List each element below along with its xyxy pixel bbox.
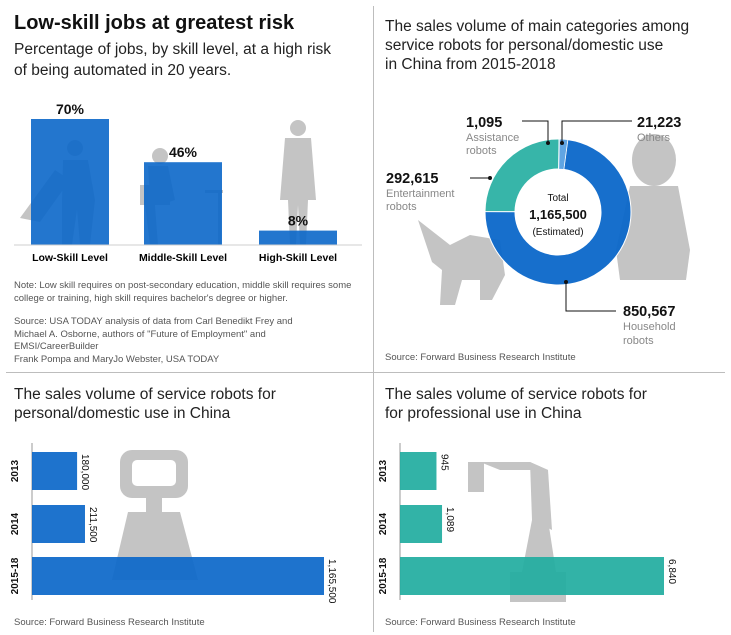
source-line: EMSI/CareerBuilder: [14, 341, 99, 352]
leader-dot: [564, 280, 568, 284]
others-value: 21,223: [637, 115, 681, 131]
professional-bar: [400, 557, 664, 595]
assistance-leader: [522, 120, 549, 143]
household-value: 850,567: [623, 304, 675, 320]
source-line: Frank Pompa and MaryJo Webster, USA TODA…: [14, 353, 220, 365]
robot-dog-silhouette: [418, 220, 505, 305]
professional-category-label: 2015-18: [378, 557, 389, 594]
entertainment-label: Entertainment: [386, 188, 454, 200]
professional-category-label: 2013: [378, 459, 389, 482]
title-line: in China from 2015-2018: [385, 56, 556, 73]
donut-chart: Total 1,165,500 (Estimated) 1,095 Assist…: [386, 115, 690, 347]
personal-category-label: 2014: [10, 512, 21, 535]
title-line: service robots for personal/domestic use: [385, 37, 664, 54]
title-line: personal/domestic use in China: [14, 405, 231, 422]
leader-dot: [560, 141, 564, 145]
others-leader: [561, 120, 632, 143]
note-line: college or training, high skill requires…: [14, 292, 288, 304]
professional-bar: [400, 452, 437, 490]
vertical-divider: [373, 6, 374, 632]
personal-bar-value: 211,500: [87, 507, 98, 543]
panel4-title: The sales volume of service robots for f…: [385, 385, 647, 423]
professional-robot-bar-chart: 945 2013 1,089 2014 6,840 2015-18: [378, 443, 677, 602]
panel2-source: Source: Forward Business Research Instit…: [385, 352, 576, 363]
household-label2: robots: [623, 335, 654, 347]
note-line: Note: Low skill requires on post-seconda…: [14, 280, 352, 291]
others-label: Others: [637, 132, 671, 144]
professional-bar-value: 945: [438, 454, 449, 471]
panel3-title: The sales volume of service robots for p…: [14, 385, 276, 423]
leader-dot: [488, 176, 492, 180]
entertainment-label2: robots: [386, 201, 417, 213]
skill-bar-chart: 70% 46% 8% Low-Skill Level Middle-Skill Le…: [14, 101, 362, 264]
household-leader: [565, 282, 616, 312]
skill-bar-value: 70%: [56, 101, 85, 117]
skill-bar: [259, 230, 337, 245]
source-line: Source: USA TODAY analysis of data from …: [14, 316, 293, 327]
category-label-high: High-Skill Level: [259, 252, 337, 264]
donut-total-label: Total: [547, 193, 568, 204]
skill-bar: [144, 162, 222, 245]
entertainment-value: 292,615: [386, 171, 438, 187]
donut-total-note: (Estimated): [532, 227, 583, 238]
leader-dot: [546, 141, 550, 145]
panel3-source: Source: Forward Business Research Instit…: [14, 617, 205, 628]
assistance-label2: robots: [466, 145, 497, 157]
donut-total-value: 1,165,500: [529, 207, 587, 222]
source-line: Michael A. Osborne, authors of "Future o…: [14, 328, 266, 340]
donut-hole: [515, 169, 601, 255]
assistance-label: Assistance: [466, 132, 519, 144]
humanoid-robot-silhouette: [616, 134, 690, 280]
personal-category-label: 2015-18: [10, 557, 21, 594]
personal-bar-value: 180,000: [79, 454, 90, 491]
skill-bar-value: 8%: [288, 213, 309, 229]
title-line: The sales volume of service robots for: [385, 386, 647, 403]
personal-bar: [32, 557, 324, 595]
personal-robot-bar-chart: 180,000 2013 211,500 2014 1,165,500 2015-18: [10, 443, 337, 604]
panel4-source: Source: Forward Business Research Instit…: [385, 617, 576, 628]
assistance-value: 1,095: [466, 115, 502, 131]
category-label-middle: Middle-Skill Level: [139, 252, 227, 264]
personal-category-label: 2013: [10, 459, 21, 482]
title-line: for professional use in China: [385, 405, 582, 422]
skill-bar-value: 46%: [169, 144, 198, 160]
personal-bar: [32, 452, 78, 490]
skill-bar: [31, 119, 109, 245]
panel1-title: Low-skill jobs at greatest risk: [14, 12, 295, 34]
household-label: Household: [623, 321, 676, 333]
professional-category-label: 2014: [378, 512, 389, 535]
professional-bar: [400, 505, 443, 543]
professional-bar-value: 6,840: [666, 559, 677, 584]
panel2-title: The sales volume of main categories amon…: [385, 17, 689, 74]
category-label-low: Low-Skill Level: [32, 252, 108, 264]
panel1-subtitle-line2: of being automated in 20 years.: [14, 62, 232, 79]
panel1-subtitle-line1: Percentage of jobs, by skill level, at a…: [14, 41, 332, 58]
horizontal-divider: [6, 372, 725, 373]
title-line: The sales volume of main categories amon…: [385, 18, 690, 35]
panel1-source: Source: USA TODAY analysis of data from …: [14, 316, 369, 366]
panel1-note: Note: Low skill requires on post-seconda…: [14, 280, 369, 305]
professional-bar-value: 1,089: [444, 507, 455, 532]
personal-bar: [32, 505, 85, 543]
businessman-silhouette: [280, 120, 316, 245]
personal-bar-value: 1,165,500: [326, 559, 337, 604]
title-line: The sales volume of service robots for: [14, 386, 276, 403]
